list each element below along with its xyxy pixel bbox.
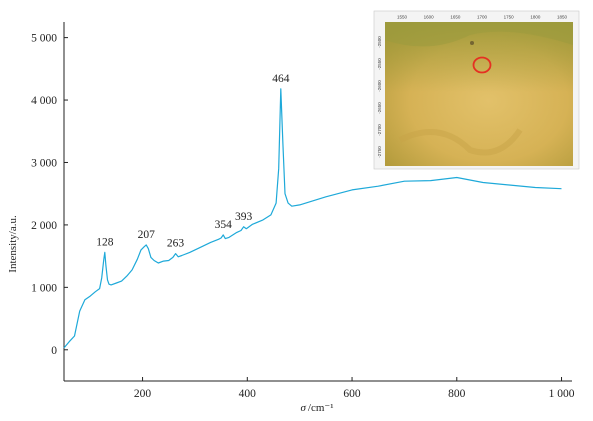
inset-x-tick-label: 1550 [397, 15, 408, 20]
y-axis: 0 1 000 2 000 3 000 4 000 5 000 Intensity/a.u… [7, 22, 68, 381]
inset-y-tick-label: -2650 [377, 102, 382, 114]
x-axis: 200 400 600 800 1 000 σ/cm⁻¹ [64, 377, 575, 414]
spectrum-line [63, 88, 562, 349]
peak-label: 207 [138, 229, 156, 241]
y-tick-label: 3 000 [31, 157, 57, 169]
y-tick-label: 5 000 [31, 33, 57, 45]
x-tick-label: 600 [343, 388, 361, 400]
inset-x-tick-label: 1700 [477, 15, 488, 20]
y-tick-label: 0 [51, 345, 57, 357]
peak-label: 464 [272, 73, 290, 85]
inset-y-tick-label: -2750 [377, 146, 382, 158]
peak-label: 263 [167, 238, 185, 250]
inset-y-tick-label: -2550 [377, 58, 382, 70]
inset-x-tick-label: 1650 [450, 15, 461, 20]
inset-microscope-image: 1550 1600 1650 1700 1750 1800 1850 -2500 -2550 -… [373, 10, 580, 170]
peak-label: 393 [235, 211, 253, 223]
peak-label: 128 [96, 236, 114, 248]
y-axis-label: Intensity/a.u. [7, 215, 19, 273]
x-tick-label: 1 000 [549, 388, 575, 400]
x-tick-label: 400 [239, 388, 257, 400]
measurement-spot-circle [472, 56, 492, 74]
x-axis-unit: /cm⁻¹ [308, 402, 334, 414]
inset-y-tick-label: -2500 [377, 36, 382, 48]
y-tick-label: 1 000 [31, 282, 57, 294]
x-axis-symbol: σ [300, 402, 306, 414]
peak-label: 354 [215, 219, 233, 231]
inset-x-tick-label: 1750 [504, 15, 515, 20]
y-tick-label: 2 000 [31, 220, 57, 232]
x-tick-label: 800 [448, 388, 466, 400]
inset-x-tick-label: 1600 [424, 15, 435, 20]
x-tick-label: 200 [134, 388, 152, 400]
inset-x-tick-label: 1800 [530, 15, 541, 20]
inset-y-tick-label: -2700 [377, 124, 382, 136]
y-tick-label: 4 000 [31, 95, 57, 107]
x-axis-label: σ/cm⁻¹ [300, 402, 333, 414]
inset-x-tick-label: 1850 [557, 15, 568, 20]
inset-y-tick-label: -2600 [377, 80, 382, 92]
